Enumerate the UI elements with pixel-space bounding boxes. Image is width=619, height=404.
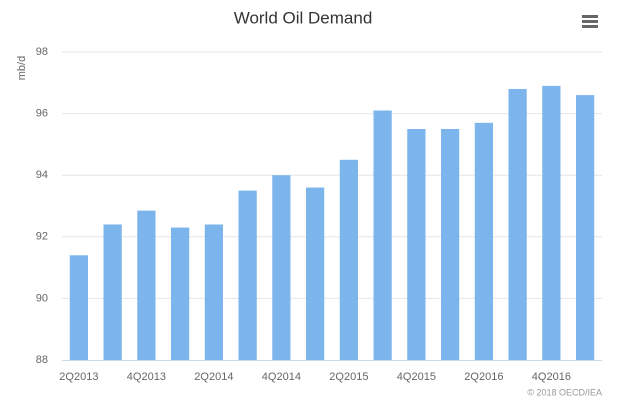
bar [508,88,527,361]
y-axis-label: mb/d [16,56,28,80]
bar [474,122,493,360]
bar [339,159,358,360]
x-tick-label: 2Q2016 [464,371,503,383]
bar [576,95,595,361]
bar [542,85,561,360]
x-tick-label: 4Q2016 [532,371,571,383]
bar [407,129,426,360]
bar [306,187,325,360]
menu-button[interactable] [582,15,598,28]
chart-title: World Oil Demand [234,8,373,27]
x-tick-label: 4Q2013 [127,371,166,383]
y-tick-label: 98 [36,46,48,58]
bar [204,224,223,360]
x-tick-label: 2Q2013 [59,371,98,383]
bar [238,190,257,360]
credit: © 2018 OECD/IEA [527,387,602,397]
x-tick-label: 2Q2015 [329,371,368,383]
bar [441,129,460,360]
bar [103,224,122,360]
y-tick-label: 94 [36,169,48,181]
menu-bar [582,25,598,28]
x-tick-label: 2Q2014 [194,371,233,383]
y-tick-label: 90 [36,292,48,304]
menu-bar [582,15,598,18]
y-tick-label: 92 [36,231,48,243]
bar [171,227,190,360]
bar [272,175,291,360]
x-tick-label: 4Q2015 [397,371,436,383]
y-tick-label: 88 [36,354,48,366]
menu-bar [582,20,598,23]
bar [69,255,88,360]
bar [373,110,392,361]
bar [137,210,156,360]
x-tick-label: 4Q2014 [262,371,301,383]
y-tick-label: 96 [36,108,48,120]
